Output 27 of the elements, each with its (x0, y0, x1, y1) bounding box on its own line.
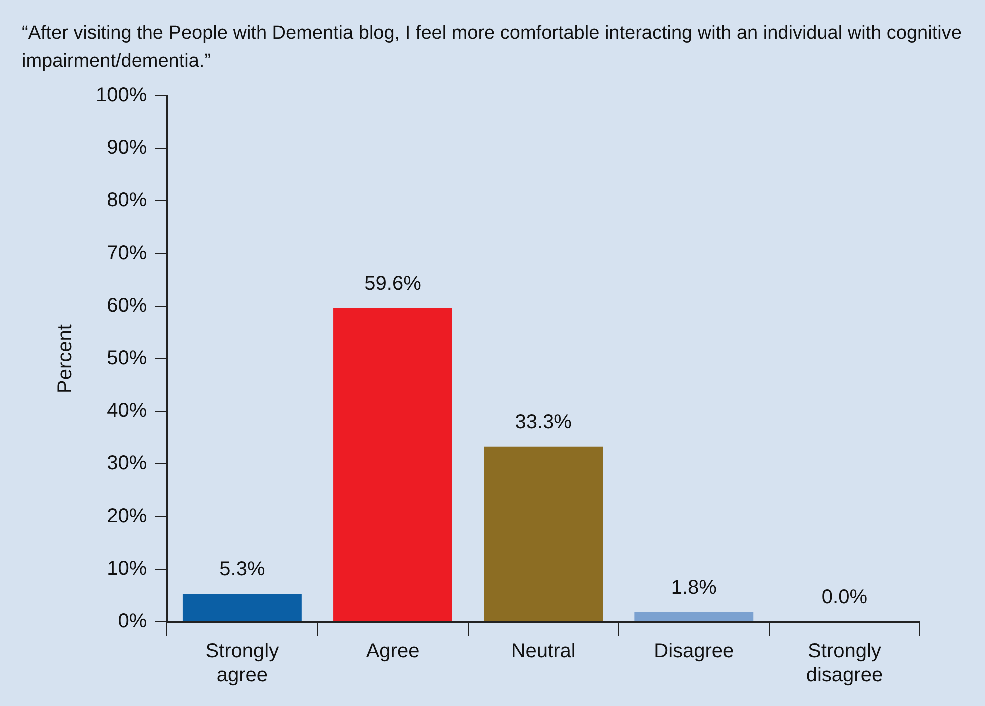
bar (634, 612, 754, 622)
bar (334, 308, 452, 622)
bar (182, 594, 302, 622)
y-axis-title: Percent (54, 324, 77, 394)
y-tick-label: 0% (118, 610, 148, 633)
y-tick-label: 80% (107, 190, 148, 212)
y-tick-label: 70% (107, 242, 148, 264)
y-tick-label: 20% (107, 505, 148, 528)
data-label: 33.3% (515, 411, 572, 434)
y-tick-label: 30% (107, 452, 148, 475)
data-label: 1.8% (671, 577, 718, 600)
x-tick-label: Disagree (654, 640, 734, 663)
y-tick-label: 50% (107, 348, 148, 370)
y-tick-label: 40% (107, 400, 148, 422)
y-tick-label: 10% (107, 558, 148, 580)
x-tick-label: Strongly agree (206, 640, 280, 687)
y-tick-label: 90% (107, 137, 148, 160)
y-tick-label: 100% (96, 84, 148, 107)
bar (484, 446, 604, 622)
x-tick-label: Strongly disagree (806, 640, 884, 687)
data-label: 0.0% (822, 586, 868, 609)
x-tick-label: Agree (366, 640, 420, 663)
data-label: 5.3% (220, 558, 266, 581)
chart-title: “After visiting the People with Dementia blog, I feel more comfortable interacting with an individual with cognitive impairment/dementia.” (22, 22, 962, 74)
y-tick-label: 60% (107, 294, 148, 317)
x-tick-label: Neutral (511, 640, 576, 663)
data-label: 59.6% (364, 273, 422, 296)
